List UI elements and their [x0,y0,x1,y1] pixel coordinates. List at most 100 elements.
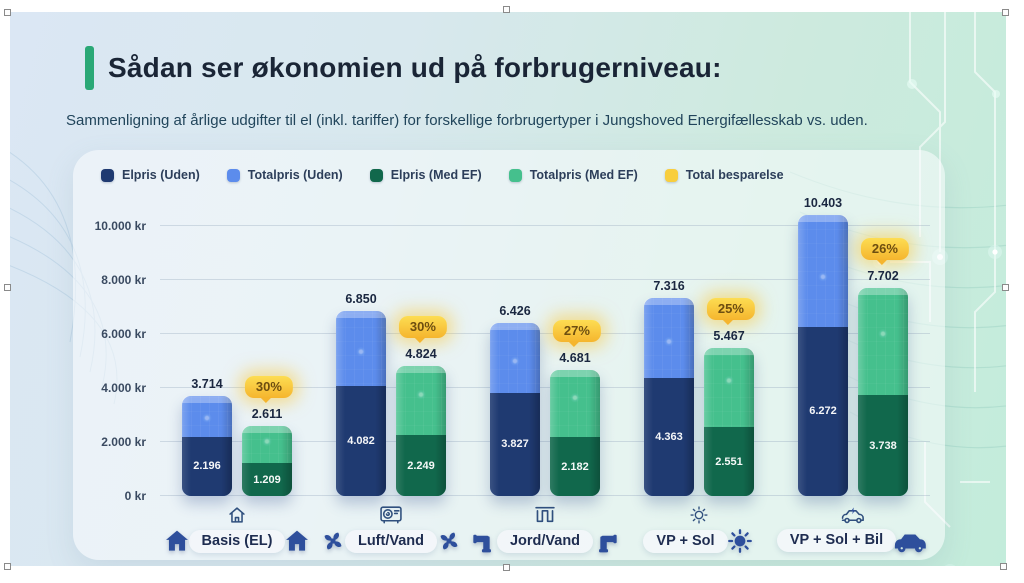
category-luftvand: Luft/Vand [314,502,468,555]
category-label: Luft/Vand [344,529,438,553]
savings-badge: 30% [244,375,293,403]
gridline [160,279,930,280]
savings-badge: 27% [552,319,601,347]
bar-medef: 25% 5.467 2.551 [704,210,755,496]
category-label: VP + Sol [643,529,728,553]
bar-elpris-uden: 4.363 [644,378,694,496]
selection-handle-bottom-middle[interactable] [503,564,510,571]
bar-group-basis: 3.714 2.196 30% 2.611 1.209 [160,210,314,496]
gridline [160,225,930,226]
legend-item-besparelse: Total besparelse [664,168,784,182]
bar-group-vpsolbil: 10.403 6.272 26% 7.702 3.738 [776,196,930,496]
bar-total-label: 4.681 [559,350,591,365]
car-icon [893,527,929,553]
bar-totalpris-medef: 1.209 [242,425,292,496]
gridline [160,441,930,442]
bar-group-vpsol: 7.316 4.363 25% 5.467 2.551 [622,210,776,496]
page-subtitle: Sammenligning af årlige udgifter til el … [66,112,868,129]
bar-uden: 6.426 3.827 [490,210,540,496]
category-label: Basis (EL) [188,529,286,553]
pipe-icon [590,527,620,555]
bar-uden: 6.850 4.082 [336,210,386,496]
bar-elpris-medef: 2.551 [704,427,754,496]
legend-item-totalpris-uden: Totalpris (Uden) [226,168,343,182]
selection-handle-top-middle[interactable] [503,6,510,13]
bar-elpris-medef: 2.249 [396,435,446,496]
y-axis-tick: 0 kr [124,489,146,503]
bar-totalpris-uden: 3.827 [490,322,540,496]
bar-total-label: 3.714 [191,376,223,391]
bar-totalpris-uden: 2.196 [182,395,232,496]
bar-total-label: 2.611 [251,406,283,421]
slide-header: Sådan ser økonomien ud på forbrugernivea… [85,46,722,90]
bar-groups: 3.714 2.196 30% 2.611 1.209 [160,196,930,496]
bar-uden: 7.316 4.363 [644,210,694,496]
x-axis-categories: Basis (EL) [160,502,930,555]
bar-totalpris-medef: 3.738 [858,288,908,496]
gridline [160,495,930,496]
bar-totalpris-uden: 4.082 [336,311,386,496]
chart-legend: Elpris (Uden) Totalpris (Uden) Elpris (M… [101,168,784,182]
bar-totalpris-medef: 2.551 [704,348,754,496]
y-axis-tick: 8.000 kr [101,273,146,287]
bar-elpris-medef: 2.182 [550,437,600,496]
house-icon [162,527,192,555]
bar-total-label: 4.824 [405,346,437,361]
bar-group-luftvand: 6.850 4.082 30% 4.824 2.249 [314,210,468,496]
category-basis: Basis (EL) [160,502,314,555]
bar-uden: 3.714 2.196 [182,210,232,496]
bar-total-label: 7.316 [653,279,685,294]
house-outline-icon [225,502,249,526]
bar-total-label: 10.403 [803,196,843,211]
bar-medef: 30% 2.611 1.209 [242,210,293,496]
plot-area: 10.000 kr 8.000 kr 6.000 kr 4.000 kr 2.0… [95,196,930,503]
y-axis-tick: 10.000 kr [94,219,146,233]
bar-total-label: 6.850 [345,292,377,307]
bar-total-label: 6.426 [499,303,531,318]
bar-total-label: 7.702 [867,269,899,284]
legend-swatch [369,168,383,182]
legend-swatch [226,168,240,182]
sun-outline-icon [687,502,711,526]
bar-totalpris-uden: 4.363 [644,298,694,496]
selection-handle-bottom-left[interactable] [4,563,11,570]
bar-totalpris-medef: 2.249 [396,365,446,496]
legend-item-elpris-uden: Elpris (Uden) [101,168,200,182]
bar-elpris-uden: 6.272 [798,326,848,496]
bar-medef: 26% 7.702 3.738 [858,210,909,496]
heatpump-outline-icon [377,502,405,526]
category-label: VP + Sol + Bil [776,528,897,552]
category-jordvand: Jord/Vand [468,502,622,555]
bar-medef: 30% 4.824 2.249 [396,210,447,496]
selection-handle-left-middle[interactable] [4,284,11,291]
category-label: Jord/Vand [496,529,594,553]
coil-outline-icon [531,502,559,526]
selection-handle-top-right[interactable] [1002,9,1009,16]
selection-handle-right-middle[interactable] [1002,284,1009,291]
legend-item-elpris-medef: Elpris (Med EF) [369,168,482,182]
legend-item-totalpris-medef: Totalpris (Med EF) [508,168,638,182]
slide[interactable]: Sådan ser økonomien ud på forbrugernivea… [10,12,1006,566]
bar-elpris-medef: 3.738 [858,395,908,496]
savings-badge: 25% [706,298,755,326]
bar-elpris-uden: 2.196 [182,436,232,496]
pipe-icon [470,527,500,555]
house-icon [282,527,312,555]
bar-totalpris-medef: 2.182 [550,369,600,496]
ev-car-outline-icon [838,502,868,526]
bar-total-label: 5.467 [713,329,745,344]
legend-swatch [664,168,678,182]
bar-totalpris-uden: 6.272 [798,215,848,496]
y-axis-tick: 4.000 kr [101,381,146,395]
fan-icon [434,527,464,555]
chart-panel: Elpris (Uden) Totalpris (Uden) Elpris (M… [73,150,945,560]
gridline [160,387,930,388]
selection-handle-bottom-right[interactable] [1000,563,1007,570]
category-vpsolbil: VP + Sol + Bil [776,502,930,555]
title-accent-bar [85,46,94,90]
page-title: Sådan ser økonomien ud på forbrugernivea… [108,52,722,83]
legend-swatch [101,168,114,182]
category-vpsol: VP + Sol [622,502,776,555]
selection-handle-top-left[interactable] [4,9,11,16]
y-axis-tick: 6.000 kr [101,327,146,341]
